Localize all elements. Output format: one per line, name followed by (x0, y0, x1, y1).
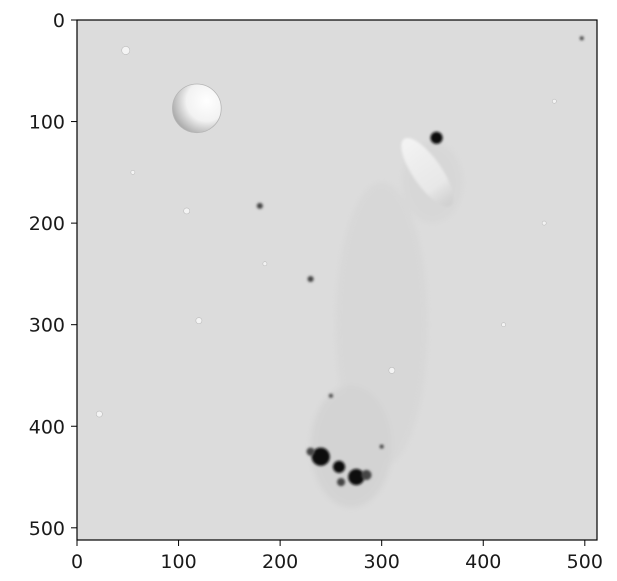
dark-spot (328, 393, 333, 398)
light-spot (121, 46, 131, 55)
dark-spot (379, 444, 384, 449)
light-spot (501, 322, 506, 328)
light-spot (388, 367, 396, 374)
dark-spot (306, 447, 315, 456)
bright-streak (401, 138, 454, 207)
dark-spot (430, 131, 443, 144)
light-spot (541, 220, 547, 226)
dark-spot (361, 469, 372, 481)
dark-spot (256, 202, 263, 209)
light-spot (552, 98, 557, 104)
dark-spot (348, 468, 365, 486)
diffuse-region (310, 385, 392, 508)
light-spot (95, 410, 103, 418)
x-axis: 0 100 200 300 400 500 (71, 540, 603, 573)
x-tick-label: 100 (160, 551, 196, 573)
crater-feature (172, 83, 222, 134)
dark-spot (332, 460, 346, 473)
dark-spot (307, 275, 314, 283)
light-spot (183, 207, 191, 215)
light-spot (195, 317, 203, 324)
dark-spot (579, 36, 584, 41)
y-tick-label: 200 (29, 213, 65, 235)
x-tick-label: 400 (465, 551, 501, 573)
x-tick-label: 0 (71, 551, 83, 573)
y-tick-label: 400 (29, 416, 65, 438)
x-tick-label: 300 (364, 551, 400, 573)
grayscale-image (77, 20, 597, 540)
y-tick-label: 100 (29, 112, 65, 134)
dark-spot (311, 447, 330, 466)
y-tick-label: 300 (29, 315, 65, 337)
x-tick-label: 500 (567, 551, 603, 573)
light-spot (130, 170, 136, 175)
x-tick-label: 200 (262, 551, 298, 573)
y-axis: 0 100 200 300 400 500 (29, 10, 77, 540)
light-spot (262, 261, 268, 267)
y-tick-label: 0 (53, 10, 65, 32)
y-tick-label: 500 (29, 518, 65, 540)
plot-frame (76, 19, 598, 541)
dark-spot (337, 478, 346, 487)
